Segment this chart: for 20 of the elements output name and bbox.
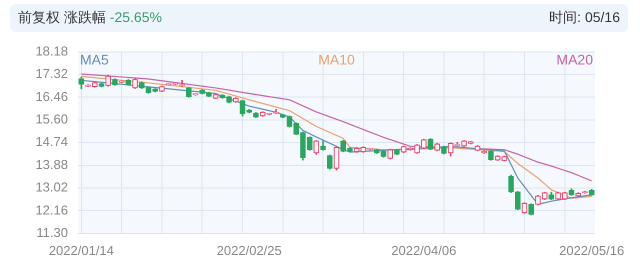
y-tick-label: 16.46	[35, 88, 68, 104]
x-tick-label: 2022/05/16	[559, 242, 624, 258]
x-tick-label: 2022/04/06	[391, 242, 456, 258]
text: 时间: 05/16	[549, 9, 620, 27]
y-tick-label: 13.88	[35, 156, 68, 172]
y-tick-label: 18.18	[35, 43, 68, 58]
text: MA20	[556, 52, 594, 68]
x-tick-label: 2022/02/25	[216, 242, 282, 258]
y-tick-label: 17.32	[35, 66, 68, 82]
y-tick-label: 13.02	[35, 180, 68, 195]
y-tick-label: 11.30	[36, 224, 68, 240]
y-tick-label: 12.16	[35, 202, 68, 218]
text: MA10	[318, 52, 355, 68]
y-tick-label: 15.60	[35, 111, 68, 126]
y-tick-label: 14.74	[35, 134, 68, 150]
text: -25.65%	[110, 9, 162, 25]
text: 涨跌幅	[64, 9, 106, 25]
series-label: MA5	[80, 52, 109, 68]
text: 前复权	[18, 9, 60, 25]
x-tick-label: 2022/01/14	[48, 242, 114, 258]
